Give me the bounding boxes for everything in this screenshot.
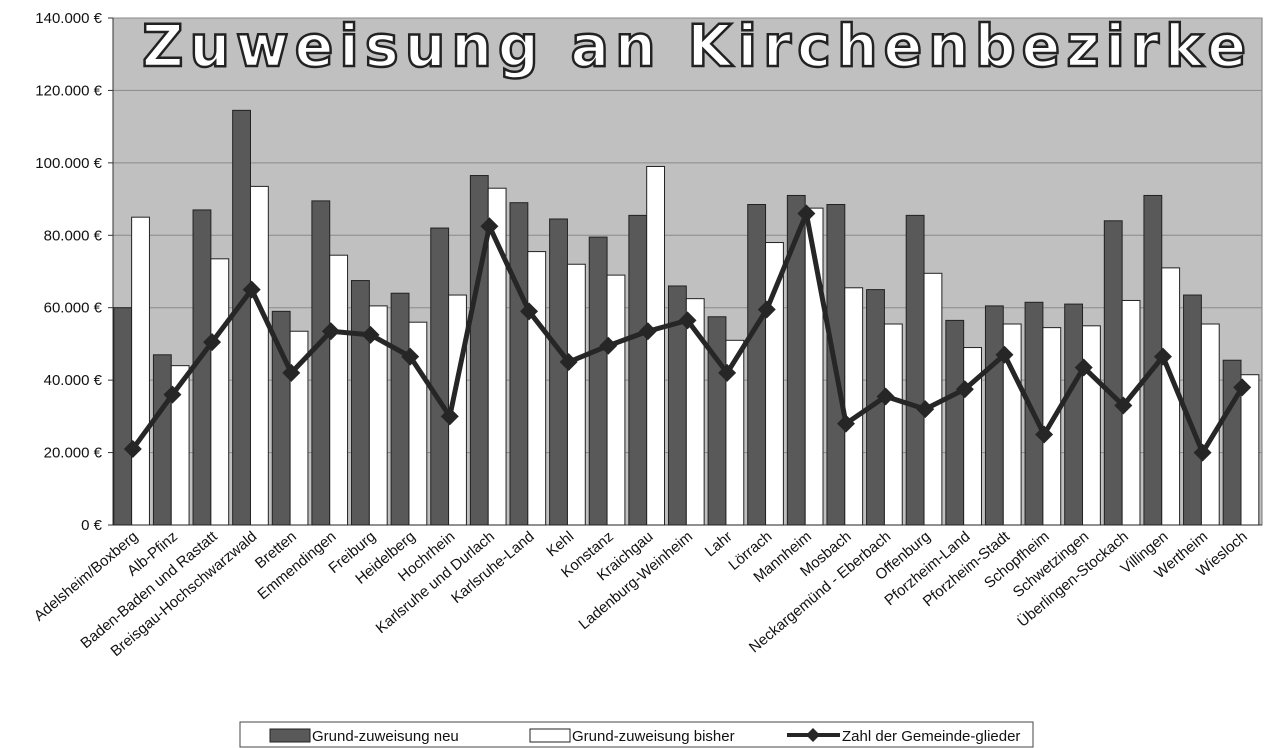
bar [844, 287, 864, 526]
bar [1240, 374, 1260, 526]
line-marker [955, 380, 974, 399]
y-tick-label: 80.000 € [44, 227, 103, 244]
line-marker [836, 414, 855, 433]
line-marker [638, 322, 657, 341]
y-tick-label: 40.000 € [44, 372, 103, 389]
bar [210, 258, 230, 526]
marks [113, 109, 1260, 526]
bar [1082, 325, 1101, 526]
bar [232, 109, 251, 526]
legend: Grund-zuweisung neu Grund-zuweisung bishe… [269, 728, 1020, 745]
bar [646, 165, 666, 526]
bar [329, 254, 349, 526]
line-marker [1074, 358, 1093, 377]
line-marker [361, 325, 380, 344]
y-tick-label: 120.000 € [35, 82, 102, 99]
bar [566, 263, 586, 526]
line-marker [401, 347, 420, 366]
bar [170, 365, 190, 526]
line-marker [480, 217, 499, 236]
chart-title: Zuweisung an Kirchenbezirke [142, 12, 1252, 80]
bar [725, 339, 745, 526]
line-marker [757, 300, 776, 319]
bar [945, 319, 965, 526]
bar [430, 227, 450, 526]
bar [249, 185, 269, 526]
bar [509, 202, 529, 526]
line-marker [1153, 347, 1172, 366]
line-marker [282, 363, 301, 382]
bar [113, 307, 133, 526]
legend-swatch [269, 728, 311, 743]
bar [984, 305, 1004, 526]
bar [883, 323, 903, 526]
line-marker [321, 322, 340, 341]
bar [549, 218, 568, 526]
legend-label: Grund-zuweisung neu [312, 728, 459, 745]
line-marker [440, 407, 459, 426]
bar [289, 330, 309, 526]
line-marker [1114, 396, 1133, 415]
bar [152, 354, 172, 526]
line-marker [1233, 378, 1252, 397]
legend-label: Grund-zuweisung bisher [572, 728, 735, 745]
line-marker [599, 336, 618, 355]
bar [747, 204, 767, 526]
bar [628, 214, 648, 526]
bar [351, 280, 370, 526]
legend-label: Zahl der Gemeinde-glieder [842, 728, 1020, 745]
line-marker [718, 363, 737, 382]
bar [923, 272, 943, 526]
bar [390, 292, 410, 526]
bar [606, 274, 626, 526]
line-marker [876, 387, 895, 406]
line-marker [678, 311, 697, 330]
line-marker [797, 204, 816, 223]
legend-marker [806, 728, 820, 742]
bar [1042, 327, 1062, 526]
bar [368, 305, 388, 526]
y-tick-label: 100.000 € [35, 155, 102, 172]
line-marker [520, 302, 539, 321]
bar [588, 236, 608, 526]
legend-swatch [529, 728, 571, 743]
line-marker [1193, 443, 1212, 462]
y-tick-label: 60.000 € [44, 300, 103, 317]
legend-box [239, 721, 1034, 748]
bar [1200, 323, 1220, 526]
y-tick-label: 20.000 € [44, 445, 103, 462]
bar [1064, 303, 1084, 526]
bar [786, 194, 806, 526]
bar [487, 187, 507, 526]
line-marker [916, 400, 935, 419]
bar [131, 216, 150, 526]
y-tick-label: 0 € [81, 517, 103, 534]
line-marker [203, 333, 222, 352]
line-marker [1035, 425, 1054, 444]
bar [685, 298, 705, 526]
line-marker [123, 439, 142, 458]
line-marker [242, 280, 261, 299]
bar [311, 200, 331, 526]
line-marker [995, 345, 1014, 364]
bar [1103, 220, 1123, 526]
line-marker [559, 353, 578, 372]
bar [527, 251, 547, 526]
bar [905, 214, 925, 526]
y-tick-label: 140.000 € [35, 10, 102, 27]
line-marker [163, 385, 182, 404]
